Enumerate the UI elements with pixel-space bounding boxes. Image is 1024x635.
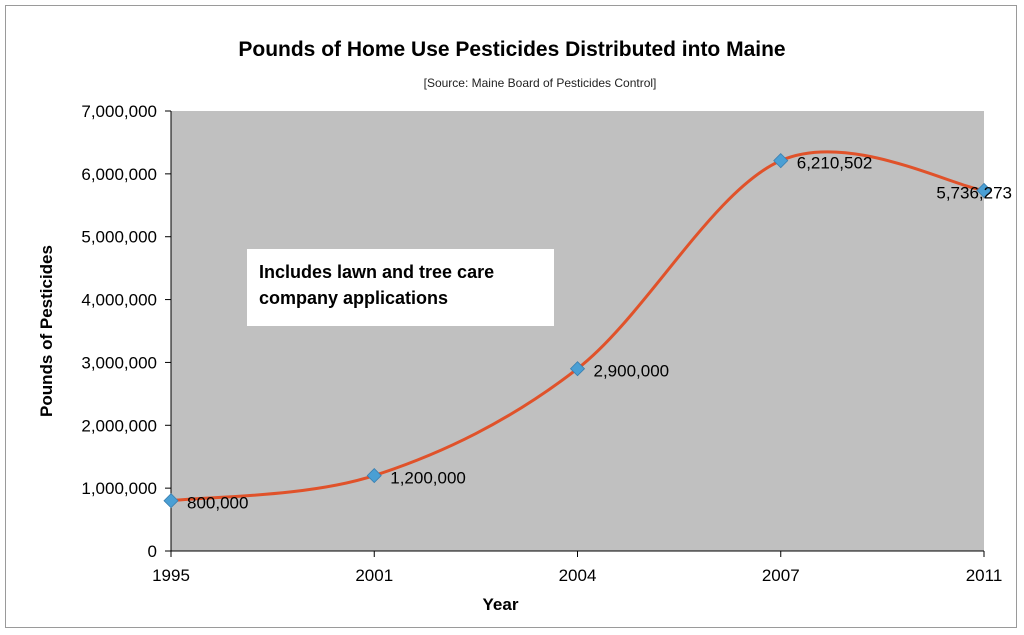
data-label: 6,210,502: [797, 154, 873, 173]
data-point-marker: [569, 361, 586, 377]
data-point-marker: [366, 468, 382, 484]
data-point-marker: [976, 182, 992, 198]
x-axis-title: Year: [483, 595, 519, 614]
plot-area: [171, 111, 984, 551]
chart-title: Pounds of Home Use Pesticides Distribute…: [238, 38, 786, 61]
data-label: 2,900,000: [594, 362, 670, 381]
data-label: 800,000: [187, 494, 248, 513]
data-label: 5,736,273: [936, 183, 1012, 202]
y-tick-label: 6,000,000: [81, 165, 157, 184]
y-tick-label: 4,000,000: [81, 291, 157, 310]
chart-annotation: Includes lawn and tree care company appl…: [247, 249, 554, 326]
data-label: 1,200,000: [390, 469, 466, 488]
x-tick-label: 2011: [966, 566, 1003, 585]
data-point-marker: [773, 153, 789, 169]
y-tick-label: 1,000,000: [81, 479, 157, 498]
x-tick-label: 2007: [762, 566, 800, 585]
y-axis-title: Pounds of Pesticides: [37, 245, 56, 417]
y-tick-label: 0: [148, 542, 157, 561]
x-tick-label: 2004: [559, 566, 597, 585]
y-tick-label: 5,000,000: [81, 228, 157, 247]
y-tick-label: 7,000,000: [81, 102, 157, 121]
x-tick-label: 2001: [355, 566, 393, 585]
data-point-marker: [163, 493, 179, 509]
y-tick-label: 3,000,000: [81, 353, 157, 372]
chart-subtitle: [Source: Maine Board of Pesticides Contr…: [423, 76, 657, 90]
x-tick-label: 1995: [152, 566, 190, 585]
y-tick-label: 2,000,000: [81, 416, 157, 435]
